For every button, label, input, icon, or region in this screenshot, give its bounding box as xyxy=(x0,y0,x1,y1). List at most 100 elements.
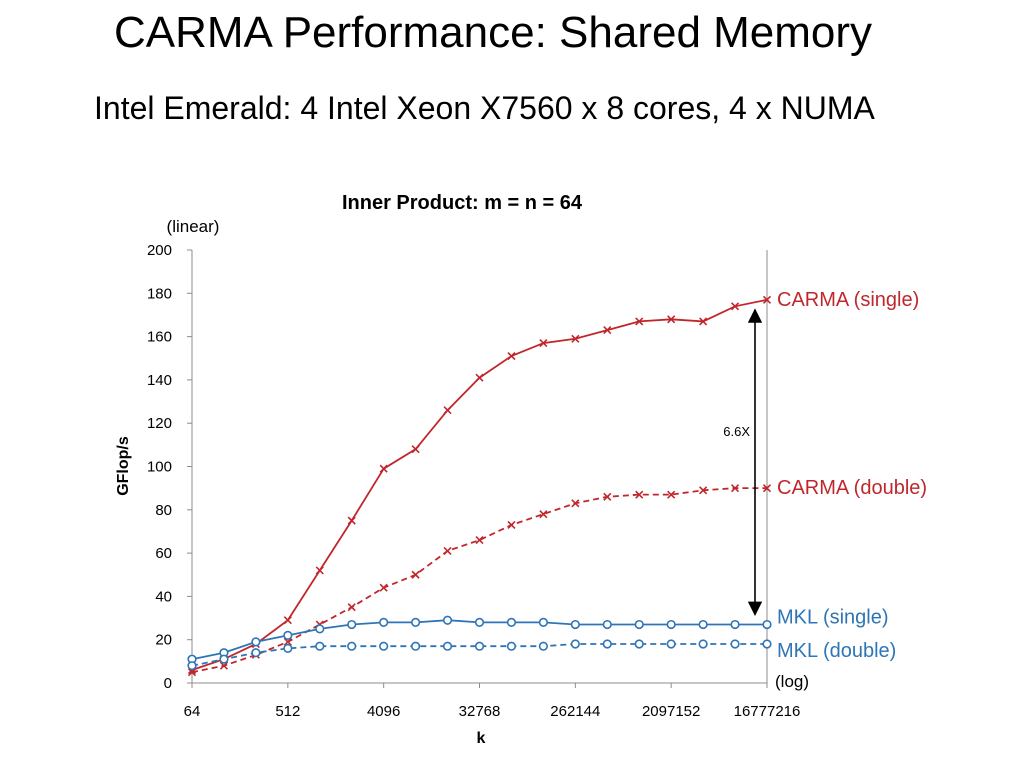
y-axis-label: GFlop/s xyxy=(115,436,132,496)
data-point xyxy=(474,617,485,627)
data-point xyxy=(635,317,644,326)
data-point xyxy=(538,617,548,627)
data-point xyxy=(187,668,197,677)
data-point xyxy=(539,339,548,348)
annotation: 6.6X xyxy=(723,308,763,616)
data-point xyxy=(507,520,516,530)
slide-title: CARMA Performance: Shared Memory xyxy=(114,8,873,57)
ratio-label: 6.6X xyxy=(723,424,750,439)
data-point xyxy=(443,406,452,415)
chart-title: Inner Product: m = n = 64 xyxy=(342,192,583,214)
y-tick-label: 160 xyxy=(147,329,172,346)
data-point xyxy=(187,661,197,671)
data-point xyxy=(315,624,325,634)
data-point xyxy=(634,639,644,649)
data-point xyxy=(730,639,740,649)
data-point xyxy=(347,603,356,612)
data-point xyxy=(570,639,580,649)
data-point xyxy=(283,643,293,653)
series-line xyxy=(191,298,768,671)
data-point xyxy=(634,619,644,630)
data-point xyxy=(251,637,261,647)
data-point xyxy=(571,334,580,343)
series-label: CARMA (double) xyxy=(777,477,927,499)
series-label: MKL (double) xyxy=(777,640,896,662)
data-point xyxy=(475,536,484,545)
data-point xyxy=(698,639,708,649)
y-tick-label: 140 xyxy=(147,372,172,389)
y-tick-label: 180 xyxy=(147,285,172,302)
data-point xyxy=(442,615,453,625)
data-point xyxy=(667,490,676,499)
y-tick-label: 20 xyxy=(155,632,172,649)
data-point xyxy=(762,484,772,493)
data-point xyxy=(442,641,453,651)
data-point xyxy=(379,583,388,592)
y-tick-label: 100 xyxy=(147,459,172,476)
y-tick-label: 120 xyxy=(147,415,172,432)
data-point xyxy=(411,570,420,579)
data-point xyxy=(730,484,740,493)
series-mkl-single: MKL (single) xyxy=(187,607,889,664)
data-point xyxy=(379,641,389,651)
data-point xyxy=(667,315,676,324)
x-axis-label: k xyxy=(477,730,486,747)
data-point xyxy=(411,445,420,454)
data-point xyxy=(283,637,292,646)
x-tick-label: 512 xyxy=(275,703,300,720)
data-point xyxy=(635,490,644,499)
data-point xyxy=(507,352,516,361)
data-point xyxy=(315,566,324,575)
data-point xyxy=(411,641,421,651)
data-point xyxy=(602,639,612,649)
data-point xyxy=(571,499,580,508)
data-point xyxy=(506,617,517,627)
series-mkl-double: MKL (double) xyxy=(187,639,896,671)
y-tick-label: 40 xyxy=(155,588,172,605)
data-point xyxy=(474,641,485,651)
data-point xyxy=(475,373,484,382)
data-point xyxy=(603,326,612,335)
data-point xyxy=(762,639,772,649)
data-point xyxy=(602,619,612,630)
x-tick-label: 32768 xyxy=(459,703,501,720)
data-point xyxy=(666,639,676,649)
y-tick-label: 200 xyxy=(147,242,172,259)
data-point xyxy=(570,619,580,630)
data-point xyxy=(251,648,261,658)
data-point xyxy=(283,630,293,640)
x-tick-label: 262144 xyxy=(550,703,600,720)
y-tick-label: 60 xyxy=(155,545,172,562)
data-point xyxy=(315,641,325,651)
axes: 0 20 40 60 80 100 120 140 160 180 200 64 512 4096 3276… xyxy=(147,242,800,720)
data-point xyxy=(219,661,229,670)
y-tick-label: 80 xyxy=(155,502,172,519)
data-point xyxy=(699,486,708,495)
data-point xyxy=(666,619,676,630)
data-point xyxy=(730,302,740,311)
data-point xyxy=(699,317,708,326)
x-tick-label: 2097152 xyxy=(642,703,700,720)
data-point xyxy=(219,654,229,664)
x-tick-label: 64 xyxy=(184,703,201,720)
data-point xyxy=(506,641,517,651)
slide-subtitle: Intel Emerald: 4 Intel Xeon X7560 x 8 co… xyxy=(94,90,875,126)
y-scale-note: (linear) xyxy=(167,217,220,236)
series-group: CARMA (single) CARMA (double) MKL (single)… xyxy=(187,289,927,677)
data-point xyxy=(762,619,772,630)
data-point xyxy=(411,617,421,627)
series-label: MKL (single) xyxy=(777,607,889,629)
data-point xyxy=(538,641,548,651)
data-point xyxy=(762,295,772,304)
data-point xyxy=(443,546,452,556)
x-scale-note: (log) xyxy=(775,672,809,691)
data-point xyxy=(730,619,740,630)
data-point xyxy=(283,616,292,625)
y-tick-label: 0 xyxy=(164,675,172,692)
data-point xyxy=(539,510,548,519)
data-point xyxy=(347,619,357,630)
x-tick-label: 4096 xyxy=(367,703,400,720)
data-point xyxy=(347,516,356,525)
data-point xyxy=(379,617,389,627)
